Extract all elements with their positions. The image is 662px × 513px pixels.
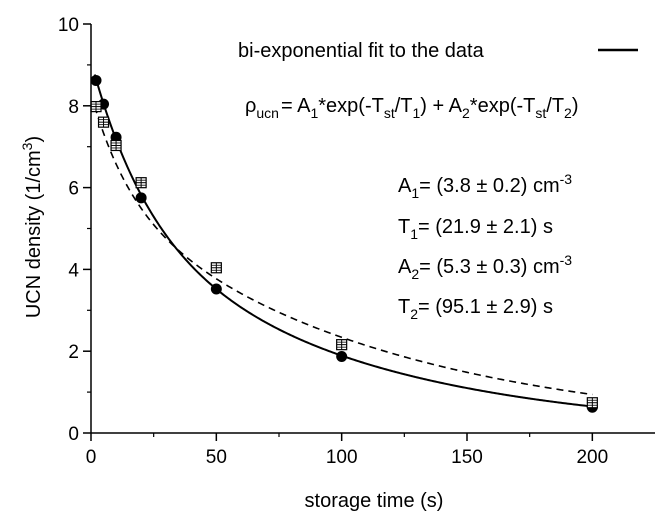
fit-formula: ρucn = A1*exp(-Tst/T1) + A2*exp(-Tst/T2) bbox=[245, 95, 579, 121]
data-point-square bbox=[210, 262, 222, 274]
param-t2: T2= (95.1 ± 2.9) s bbox=[398, 296, 553, 322]
legend: bi-exponential fit to the data bbox=[238, 40, 638, 62]
data-point-square bbox=[586, 397, 598, 409]
param-a2: A2= (5.3 ± 0.3) cm-3 bbox=[398, 252, 572, 282]
fit-parameters: A1= (3.8 ± 0.2) cm-3 T1= (21.9 ± 2.1) s … bbox=[398, 171, 572, 322]
y-tick-label: 0 bbox=[68, 424, 79, 445]
y-axis-title-main: UCN density (1/cm bbox=[23, 150, 45, 318]
y-tick-label: 2 bbox=[68, 342, 79, 363]
x-tick-label: 200 bbox=[576, 447, 608, 468]
y-tick-label: 8 bbox=[68, 97, 79, 118]
axes: 0 50 100 150 200 0 2 4 6 8 10 bbox=[58, 15, 655, 468]
x-tick-label: 150 bbox=[451, 447, 483, 468]
data-point-square bbox=[336, 339, 348, 351]
x-tick-label: 100 bbox=[326, 447, 358, 468]
param-t1: T1= (21.9 ± 2.1) s bbox=[398, 216, 553, 242]
y-axis-title-sup: 3 bbox=[19, 142, 35, 150]
y-axis-title: UCN density (1/cm3) bbox=[19, 136, 45, 318]
data-point-circle bbox=[336, 351, 348, 363]
fit-curve-dashed bbox=[93, 106, 593, 396]
y-tick-label: 10 bbox=[58, 15, 79, 36]
y-tick-label: 6 bbox=[68, 179, 79, 200]
data-point-circle bbox=[210, 283, 222, 295]
data-point-square bbox=[135, 177, 147, 189]
legend-label: bi-exponential fit to the data bbox=[238, 40, 485, 62]
y-axis-title-close: ) bbox=[23, 136, 45, 143]
param-a1: A1= (3.8 ± 0.2) cm-3 bbox=[398, 171, 572, 201]
data-points bbox=[90, 74, 598, 413]
data-point-square bbox=[90, 101, 102, 113]
y-tick-label: 4 bbox=[68, 260, 79, 281]
x-tick-label: 50 bbox=[206, 447, 227, 468]
data-point-circle bbox=[135, 192, 147, 204]
data-point-square bbox=[110, 139, 122, 152]
x-axis-title: storage time (s) bbox=[305, 490, 444, 512]
data-point-square bbox=[97, 116, 110, 128]
data-point-circle bbox=[90, 74, 102, 86]
x-tick-label: 0 bbox=[86, 447, 97, 468]
